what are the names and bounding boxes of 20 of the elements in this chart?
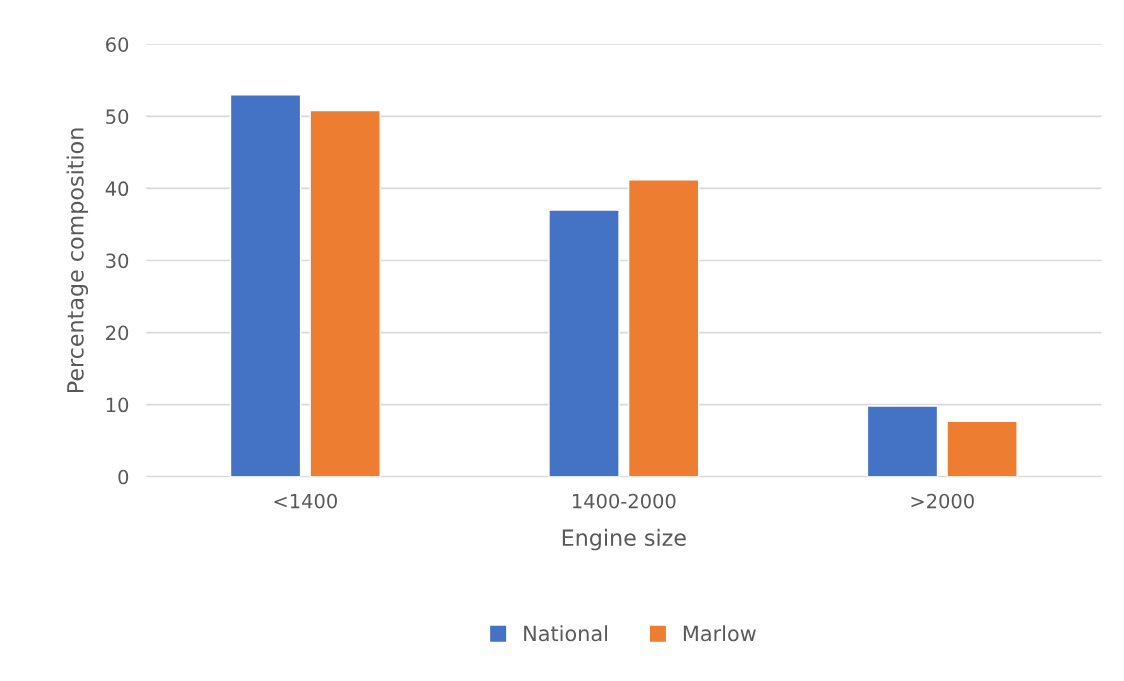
y-tick-label: 40	[105, 181, 129, 197]
x-tick-label: <1400	[274, 493, 337, 509]
x-tick-label: 1400-2000	[572, 493, 676, 509]
y-tick-label: 60	[106, 37, 129, 52]
bar	[548, 209, 620, 477]
x-tick-label: >2000	[911, 493, 974, 509]
legend-label: National	[524, 625, 607, 642]
bar	[946, 420, 1018, 477]
y-tick-label: 20	[106, 325, 129, 341]
y-axis-title: Percentage composition	[66, 128, 89, 393]
y-tick-label: 10	[106, 397, 129, 413]
bar	[627, 179, 700, 477]
bar	[866, 405, 939, 477]
bar	[229, 94, 302, 477]
y-tick-label: 30	[106, 253, 129, 269]
bar	[309, 109, 381, 477]
y-tick-label: 0	[118, 469, 129, 485]
x-axis-title: Engine size	[562, 528, 686, 551]
y-tick-label: 50	[106, 109, 129, 124]
legend-label: Marlow	[683, 625, 756, 642]
